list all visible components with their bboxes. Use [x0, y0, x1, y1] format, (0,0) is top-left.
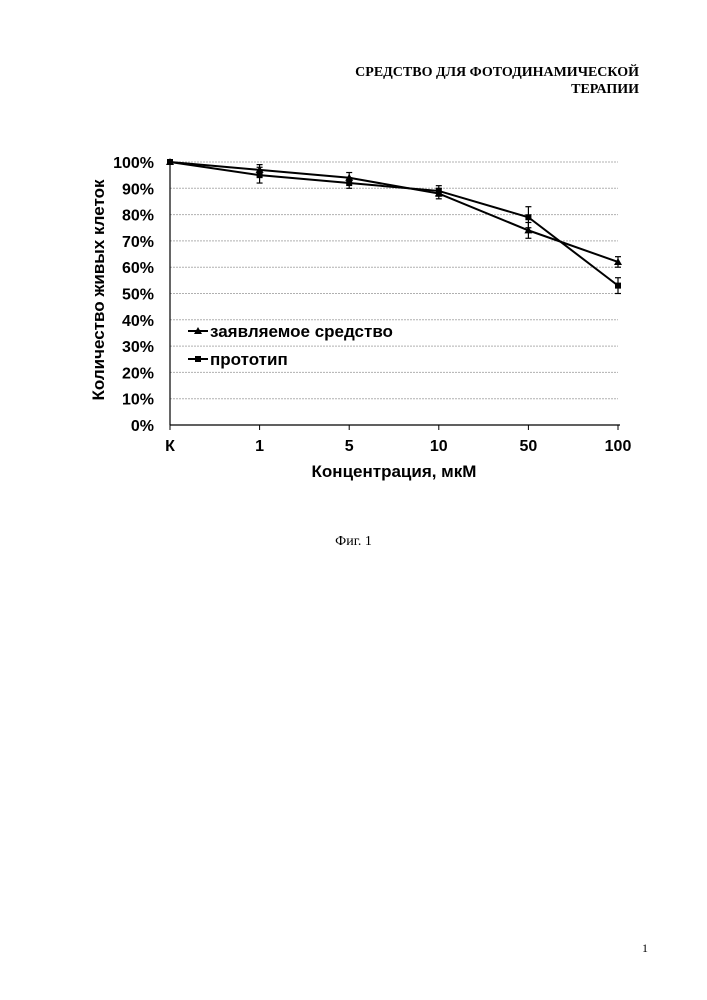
y-tick-labels: 0% 10% 20% 30% 40% 50% 60% 70% 80% 90% 100% — [113, 155, 154, 435]
legend-marker-square — [195, 356, 201, 362]
series-lines — [166, 158, 622, 294]
chart: 0%10%20%30%40%50%60%70%80%90%100% К15105… — [0, 0, 707, 500]
x-tick-label: 100 — [605, 438, 632, 455]
y-tick-label: 40% — [122, 313, 154, 330]
y-tick-label: 90% — [122, 181, 154, 198]
figure-caption: Фиг. 1 — [0, 534, 707, 550]
y-tick-label: 100% — [113, 155, 154, 172]
x-tick-label: 50 — [520, 438, 538, 455]
y-tick-label: 10% — [122, 392, 154, 409]
data-point-square — [257, 172, 263, 178]
y-tick-label: 30% — [122, 339, 154, 356]
data-point-square — [525, 214, 531, 220]
x-tick-label: 1 — [255, 438, 264, 455]
y-tick-label: 0% — [131, 418, 154, 435]
y-tick-label: 80% — [122, 208, 154, 225]
x-tick-label: 10 — [430, 438, 448, 455]
x-tick-labels: К 1 5 10 50 100 — [165, 438, 631, 455]
series-line — [170, 162, 618, 262]
legend-label: прототип — [210, 350, 288, 369]
legend-label: заявляемое средство — [210, 322, 393, 341]
y-tick-label: 20% — [122, 365, 154, 382]
x-axis-label: Концентрация, мкМ — [312, 462, 477, 481]
data-point-square — [167, 159, 173, 165]
legend: заявляемое средство прототип — [188, 322, 393, 369]
axes — [170, 162, 620, 430]
y-tick-label: 70% — [122, 234, 154, 251]
data-point-square — [346, 180, 352, 186]
x-tick-label: 5 — [345, 438, 354, 455]
data-point-square — [436, 188, 442, 194]
x-tick-label: К — [165, 438, 175, 455]
y-tick-label: 60% — [122, 260, 154, 277]
page-number: 1 — [628, 941, 648, 956]
data-point-square — [615, 283, 621, 289]
y-tick-label: 50% — [122, 287, 154, 304]
y-axis-label: Количество живых клеток — [89, 179, 108, 400]
